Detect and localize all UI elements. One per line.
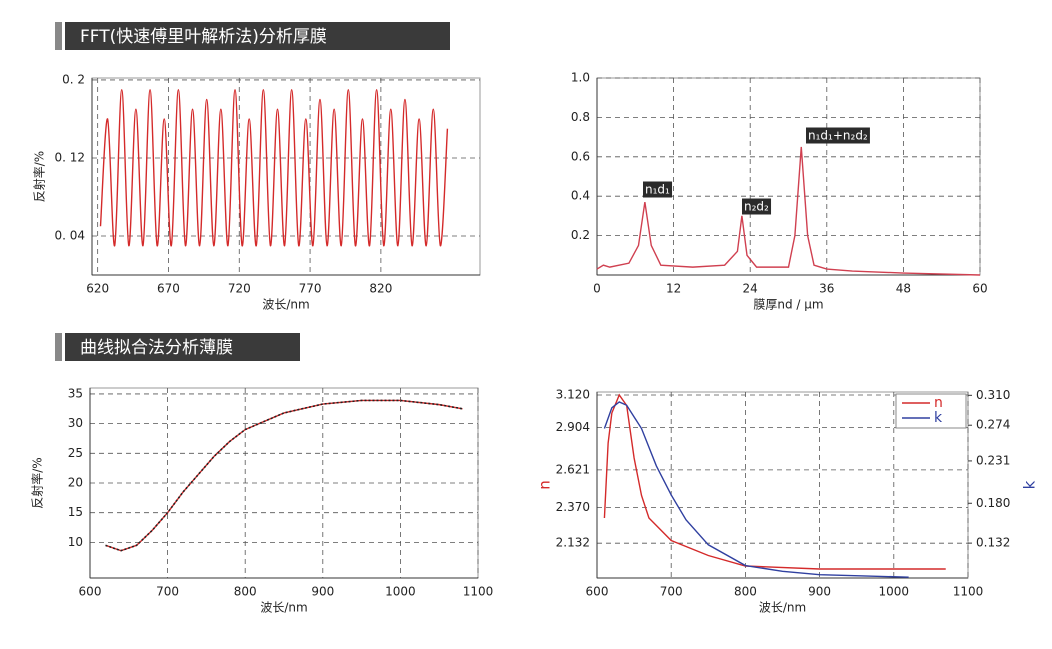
y-tick-label: 30: [68, 416, 83, 430]
header-bar: [65, 22, 450, 50]
y2-tick-label: 0.274: [976, 418, 1010, 432]
x-axis-label: 膜厚nd / μm: [753, 298, 823, 312]
data-line: [603, 393, 946, 570]
x-tick-label: 720: [228, 282, 251, 296]
y-tick-label: 0.4: [571, 189, 590, 203]
x-tick-label: 620: [86, 282, 109, 296]
y-tick-label: 2.904: [556, 420, 590, 434]
x-tick-label: 600: [79, 585, 102, 599]
y-tick-label: 0. 04: [54, 228, 85, 242]
y-axis-label: 反射率/%: [32, 151, 47, 202]
x-tick-label: 1100: [953, 585, 984, 599]
y-tick-label: 25: [68, 446, 83, 460]
x-tick-label: 820: [369, 282, 392, 296]
y-axis-label: n: [536, 480, 554, 490]
data-line: [603, 401, 909, 578]
annotation: n₁d₁+n₂d₂: [808, 129, 868, 143]
y-tick-label: 2.370: [556, 500, 590, 514]
x-tick-label: 600: [586, 585, 609, 599]
y-tick-label: 0. 12: [54, 150, 85, 164]
legend-label: k: [934, 410, 943, 426]
y-tick-label: 10: [68, 535, 83, 549]
annotation: n₂d₂: [744, 200, 769, 214]
x-tick-label: 700: [156, 585, 179, 599]
header-bar: [65, 333, 300, 361]
header-marker: [55, 22, 62, 50]
x-tick-label: 900: [808, 585, 831, 599]
x-tick-label: 0: [593, 282, 601, 296]
y-tick-label: 20: [68, 476, 83, 490]
x-tick-label: 12: [666, 282, 681, 296]
y-tick-label: 3.120: [556, 388, 590, 402]
section-title: 曲线拟合法分析薄膜: [80, 338, 233, 358]
y-tick-label: 2.621: [556, 462, 590, 476]
x-tick-label: 900: [311, 585, 334, 599]
x-tick-label: 700: [660, 585, 683, 599]
y-tick-label: 0. 2: [62, 72, 85, 86]
x-tick-label: 36: [819, 282, 834, 296]
y-tick-label: 1.0: [571, 71, 590, 85]
header-marker: [55, 333, 62, 361]
legend-label: n: [934, 395, 943, 411]
plot-frame: [596, 77, 981, 276]
section-title: FFT(快速傅里叶解析法)分析厚膜: [80, 27, 327, 47]
x-axis-label: 波长/nm: [759, 601, 806, 615]
legend-box: [895, 393, 967, 429]
y-tick-label: 0.6: [571, 149, 590, 163]
annotation: n₁d₁: [645, 183, 670, 197]
y2-tick-label: 0.310: [976, 388, 1010, 402]
annotation-box: [806, 127, 870, 144]
y2-axis-label: k: [1021, 480, 1039, 489]
x-tick-label: 800: [734, 585, 757, 599]
y-tick-label: 2.132: [556, 536, 590, 550]
y-tick-label: 0.8: [571, 110, 590, 124]
x-axis-label: 波长/nm: [262, 298, 309, 312]
y2-tick-label: 0.132: [976, 536, 1010, 550]
x-tick-label: 1100: [463, 585, 494, 599]
x-tick-label: 1000: [385, 585, 416, 599]
y-tick-label: 35: [68, 386, 83, 400]
x-tick-label: 800: [234, 585, 257, 599]
y2-tick-label: 0.180: [976, 496, 1010, 510]
y-axis-label: 反射率/%: [30, 457, 45, 508]
annotation-box: [643, 181, 673, 198]
x-axis-label: 波长/nm: [260, 601, 307, 615]
annotation-box: [742, 198, 772, 215]
x-tick-label: 1000: [879, 585, 910, 599]
x-tick-label: 24: [743, 282, 758, 296]
y-tick-label: 15: [68, 505, 83, 519]
data-line: [99, 89, 449, 247]
y-tick-label: 0.2: [571, 228, 590, 242]
x-tick-label: 48: [896, 282, 911, 296]
x-tick-label: 770: [299, 282, 322, 296]
data-line: [105, 399, 463, 552]
y2-tick-label: 0.231: [976, 453, 1010, 467]
data-line: [596, 146, 981, 276]
x-tick-label: 670: [157, 282, 180, 296]
x-tick-label: 60: [972, 282, 987, 296]
